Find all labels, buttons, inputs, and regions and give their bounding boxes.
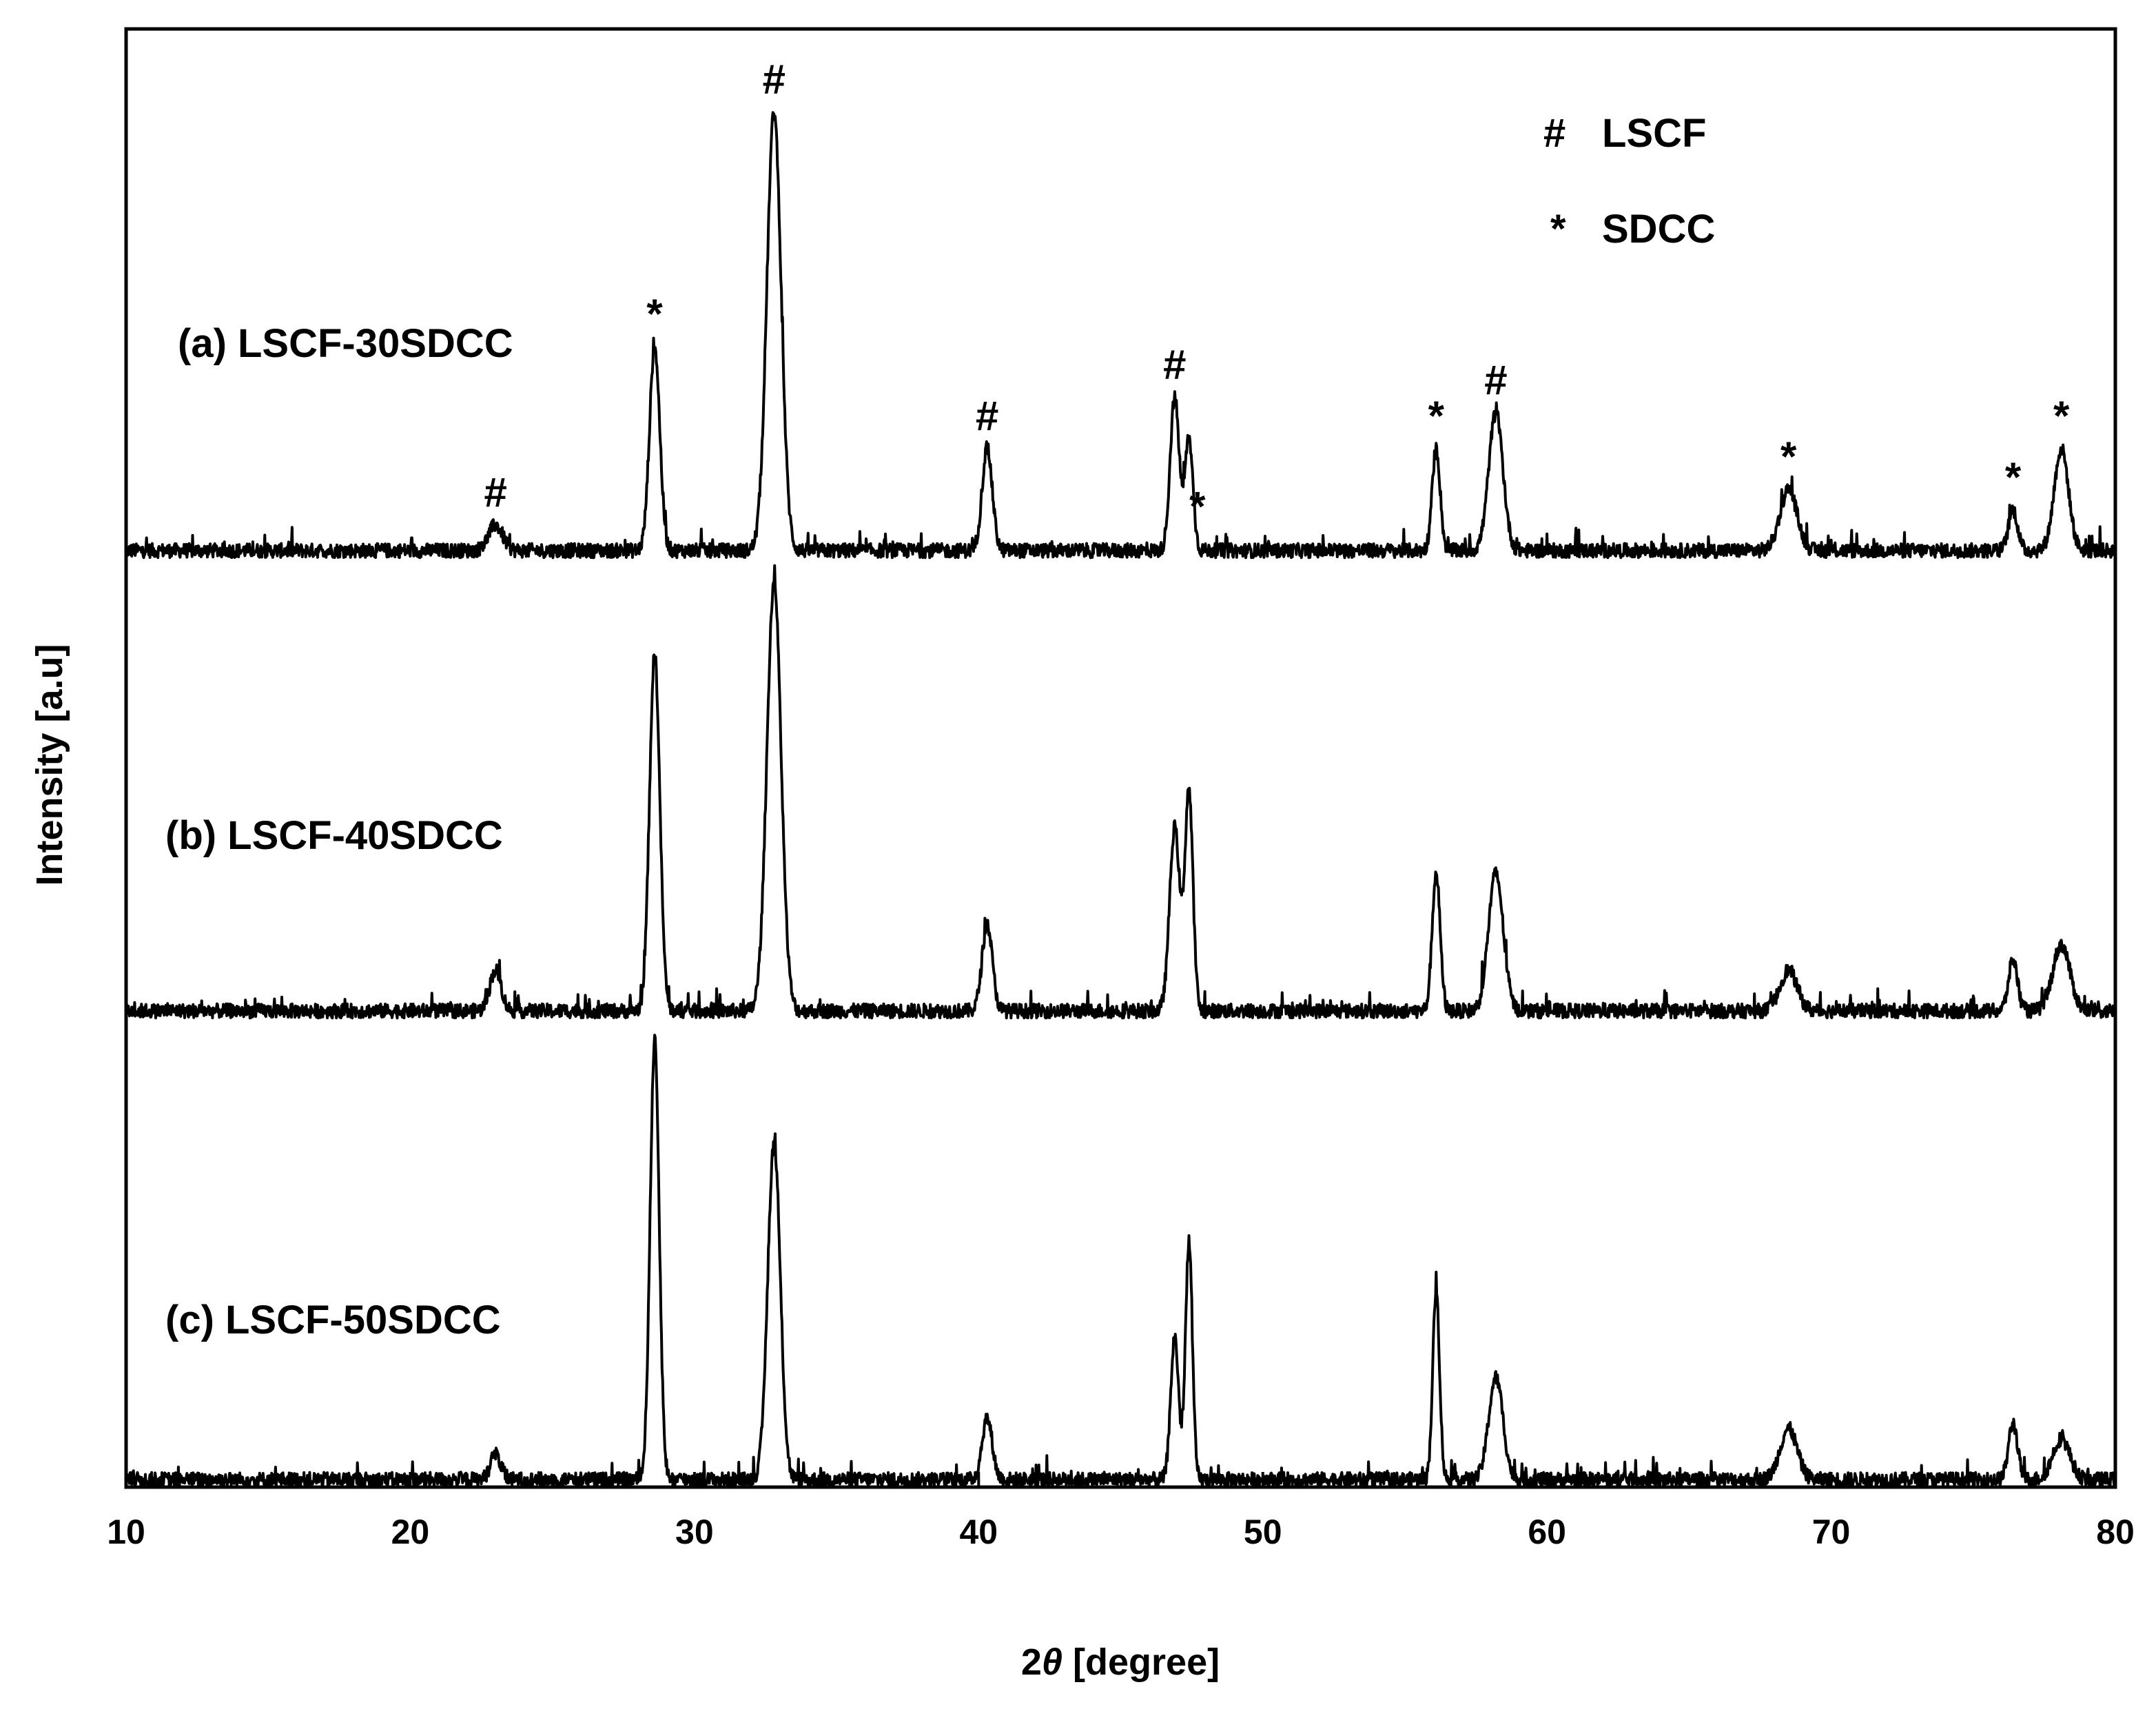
y-axis-title: Intensity [a.u] xyxy=(29,644,70,886)
x-tick-label: 40 xyxy=(959,1513,998,1551)
legend: # LSCF * SDCC xyxy=(1543,111,1715,252)
series-layer xyxy=(125,111,2117,1488)
plot-frame xyxy=(124,27,2117,1489)
series-labels: (a) LSCF-30SDCC (b) LSCF-40SDCC (c) LSCF-5… xyxy=(165,321,513,1342)
lscf-peak-marker: # xyxy=(1484,357,1507,403)
sdcc-peak-marker: * xyxy=(646,291,663,337)
sdcc-peak-marker: * xyxy=(1780,433,1797,480)
x-axis-title-symbol: θ xyxy=(1042,1641,1062,1683)
legend-symbol-lscf: # xyxy=(1543,111,1565,156)
legend-label-lscf: LSCF xyxy=(1602,111,1706,156)
lscf-peak-marker: # xyxy=(976,393,998,439)
lscf-peak-marker: # xyxy=(1163,342,1186,388)
x-tick-label: 50 xyxy=(1244,1513,1282,1551)
lscf-peak-marker: # xyxy=(763,57,786,103)
sdcc-peak-marker: * xyxy=(2053,393,2070,439)
lscf-peak-marker: # xyxy=(484,469,506,515)
x-axis-title-suffix: [degree] xyxy=(1062,1641,1220,1683)
legend-label-sdcc: SDCC xyxy=(1602,207,1715,252)
legend-symbol-sdcc: * xyxy=(1550,207,1566,252)
x-axis-title-prefix: 2 xyxy=(1021,1641,1042,1683)
x-tick-label: 80 xyxy=(2096,1513,2135,1551)
sdcc-peak-marker: * xyxy=(1189,484,1206,530)
series-label-1: (a) LSCF-30SDCC xyxy=(178,321,513,366)
x-tick-label: 20 xyxy=(391,1513,430,1551)
x-axis-title: 2θ [degree] xyxy=(1021,1641,1220,1683)
sdcc-peak-marker: * xyxy=(2005,454,2022,500)
series-line-3 xyxy=(125,1034,2117,1488)
x-axis-ticks: 10 20 30 40 50 60 70 80 xyxy=(107,1472,2135,1551)
phase-markers: # * # # # * * # * * * xyxy=(484,57,2069,530)
series-line-1 xyxy=(125,111,2117,560)
x-tick-label: 60 xyxy=(1528,1513,1566,1551)
x-tick-label: 30 xyxy=(675,1513,714,1551)
x-tick-label: 70 xyxy=(1812,1513,1851,1551)
x-tick-label: 10 xyxy=(107,1513,145,1551)
series-label-2: (b) LSCF-40SDCC xyxy=(165,813,503,858)
series-line-2 xyxy=(125,564,2117,1020)
sdcc-peak-marker: * xyxy=(1428,393,1445,439)
series-label-3: (c) LSCF-50SDCC xyxy=(165,1298,501,1342)
